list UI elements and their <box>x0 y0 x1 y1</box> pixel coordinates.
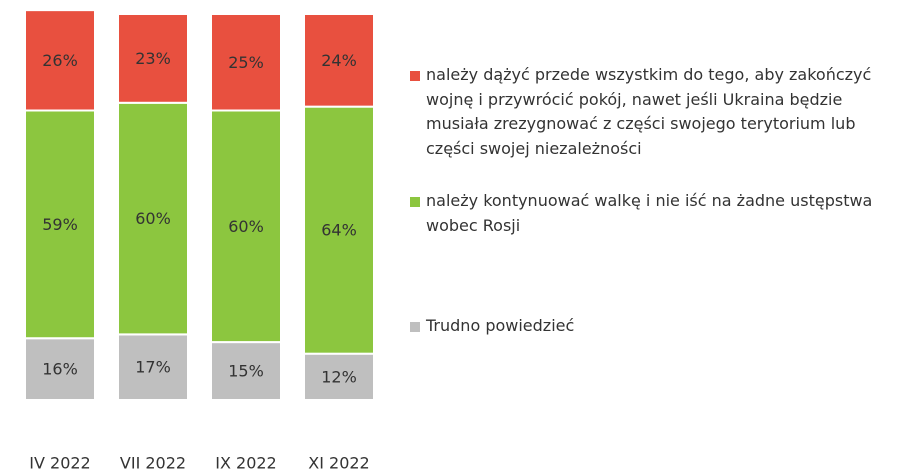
data-label: 25% <box>228 53 264 72</box>
bar-segment <box>24 109 96 340</box>
data-label: 12% <box>321 367 357 386</box>
bar-segment <box>303 105 375 355</box>
data-label: 17% <box>135 358 171 377</box>
data-label: 26% <box>42 51 78 70</box>
bar-segment <box>303 352 375 401</box>
x-tick-label: IX 2022 <box>215 454 276 473</box>
data-label: 16% <box>42 360 78 379</box>
bar-segment <box>303 13 375 108</box>
legend-label: należy kontynuować walkę i nie iść na ża… <box>426 191 873 235</box>
data-label: 59% <box>42 215 78 234</box>
bar-segment <box>210 109 282 344</box>
data-label: 64% <box>321 221 357 240</box>
legend-item: należy dążyć przede wszystkim do tego, a… <box>410 63 905 161</box>
bar-segment <box>24 9 96 112</box>
legend-swatch <box>410 71 420 81</box>
data-label: 15% <box>228 362 264 381</box>
legend-swatch <box>410 322 420 332</box>
data-label: 60% <box>228 217 264 236</box>
bar-segment <box>210 13 282 112</box>
data-label: 23% <box>135 49 171 68</box>
bar-segment <box>117 101 189 336</box>
x-tick-label: XI 2022 <box>308 454 369 473</box>
x-tick-label: IV 2022 <box>29 454 90 473</box>
data-label: 24% <box>321 51 357 70</box>
x-tick-label: VII 2022 <box>120 454 186 473</box>
bar-segment <box>117 333 189 402</box>
data-label: 60% <box>135 209 171 228</box>
legend-label: należy dążyć przede wszystkim do tego, a… <box>426 65 872 158</box>
legend-item: należy kontynuować walkę i nie iść na ża… <box>410 189 905 238</box>
legend-label: Trudno powiedzieć <box>426 316 575 335</box>
legend-item: Trudno powiedzieć <box>410 314 905 339</box>
legend-swatch <box>410 197 420 207</box>
bar-segment <box>117 13 189 104</box>
